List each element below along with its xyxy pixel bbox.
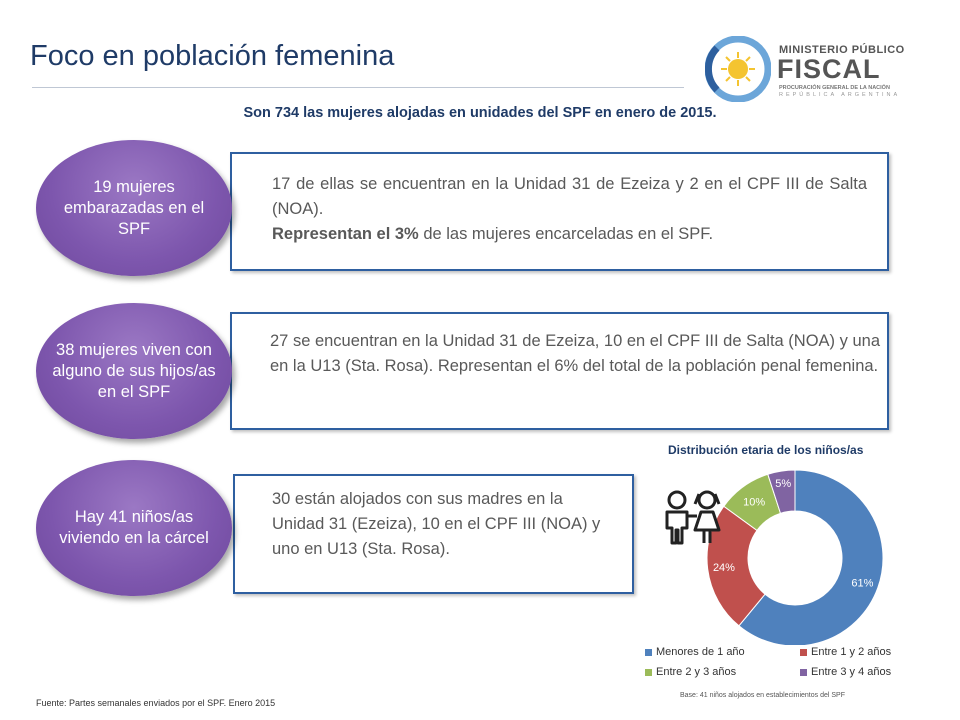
legend-swatch [800, 668, 807, 676]
donut-segments [706, 469, 884, 645]
logo-line-4: REPÚBLICA ARGENTINA [779, 92, 901, 98]
bubble-madres: 38 mujeres viven con alguno de sus hijos… [36, 303, 232, 439]
legend-item: Entre 3 y 4 años [800, 666, 891, 678]
donut-label-4: 5% [775, 478, 791, 490]
title-divider [32, 87, 684, 88]
info-text-highlight: Representan el 3% [272, 225, 419, 243]
info-text-main: 17 de ellas se encuentran en la Unidad 3… [272, 175, 867, 218]
legend-swatch [800, 648, 807, 656]
info-text-tail: de las mujeres encarceladas en el SPF. [418, 225, 714, 243]
info-box-ninos: 30 están alojados con sus madres en la U… [233, 474, 634, 594]
page-title: Foco en población femenina [30, 40, 395, 72]
bubble-label: 38 mujeres viven con alguno de sus hijos… [52, 340, 216, 401]
donut-label-3: 10% [743, 497, 765, 509]
info-text-madres: 27 se encuentran en la Unidad 31 de Ezei… [270, 332, 880, 375]
bubble-ninos: Hay 41 niños/as viviendo en la cárcel [36, 460, 232, 596]
info-text-embarazadas: 17 de ellas se encuentran en la Unidad 3… [272, 172, 867, 247]
legend-label: Entre 2 y 3 años [656, 666, 737, 678]
donut-slice-1 [738, 469, 884, 645]
source-note: Fuente: Partes semanales enviados por el… [36, 698, 276, 708]
chart-title: Distribución etaria de los niños/as [668, 443, 864, 457]
legend-swatch [645, 668, 652, 676]
legend-item: Entre 2 y 3 años [645, 666, 736, 678]
base-note: Base: 41 niños alojados en establecimien… [680, 692, 845, 699]
donut-label-2: 24% [713, 562, 735, 574]
children-icon [665, 490, 721, 545]
info-text-ninos: 30 están alojados con sus madres en la U… [272, 490, 601, 558]
legend-label: Entre 3 y 4 años [811, 666, 892, 678]
info-box-embarazadas: 17 de ellas se encuentran en la Unidad 3… [230, 152, 889, 271]
legend-item: Entre 1 y 2 años [800, 646, 891, 658]
bubble-label: 19 mujeres embarazadas en el SPF [63, 177, 205, 238]
donut-slice-4 [767, 469, 796, 514]
logo-line-1: MINISTERIO PÚBLICO [779, 44, 905, 56]
bubble-embarazadas: 19 mujeres embarazadas en el SPF [36, 140, 232, 276]
age-distribution-donut-chart: 61% 24% 10% 5% [665, 469, 884, 645]
legend-swatch [645, 648, 652, 656]
donut-label-1: 61% [851, 577, 873, 589]
logo-line-2: FISCAL [777, 54, 881, 84]
legend-item: Menores de 1 año [645, 646, 745, 658]
donut-labels: 61% 24% 10% 5% [713, 478, 874, 589]
ministerio-publico-logo: MINISTERIO PÚBLICO FISCAL PROCURACIÓN GE… [705, 36, 915, 102]
legend-label: Entre 1 y 2 años [811, 646, 892, 658]
info-box-madres: 27 se encuentran en la Unidad 31 de Ezei… [230, 312, 889, 430]
legend-label: Menores de 1 año [656, 646, 745, 658]
logo-line-3: PROCURACIÓN GENERAL DE LA NACIÓN [779, 85, 890, 91]
bubble-label: Hay 41 niños/as viviendo en la cárcel [59, 508, 209, 547]
sun-emblem-icon [705, 36, 771, 102]
subtitle: Son 734 las mujeres alojadas en unidades… [243, 105, 717, 121]
